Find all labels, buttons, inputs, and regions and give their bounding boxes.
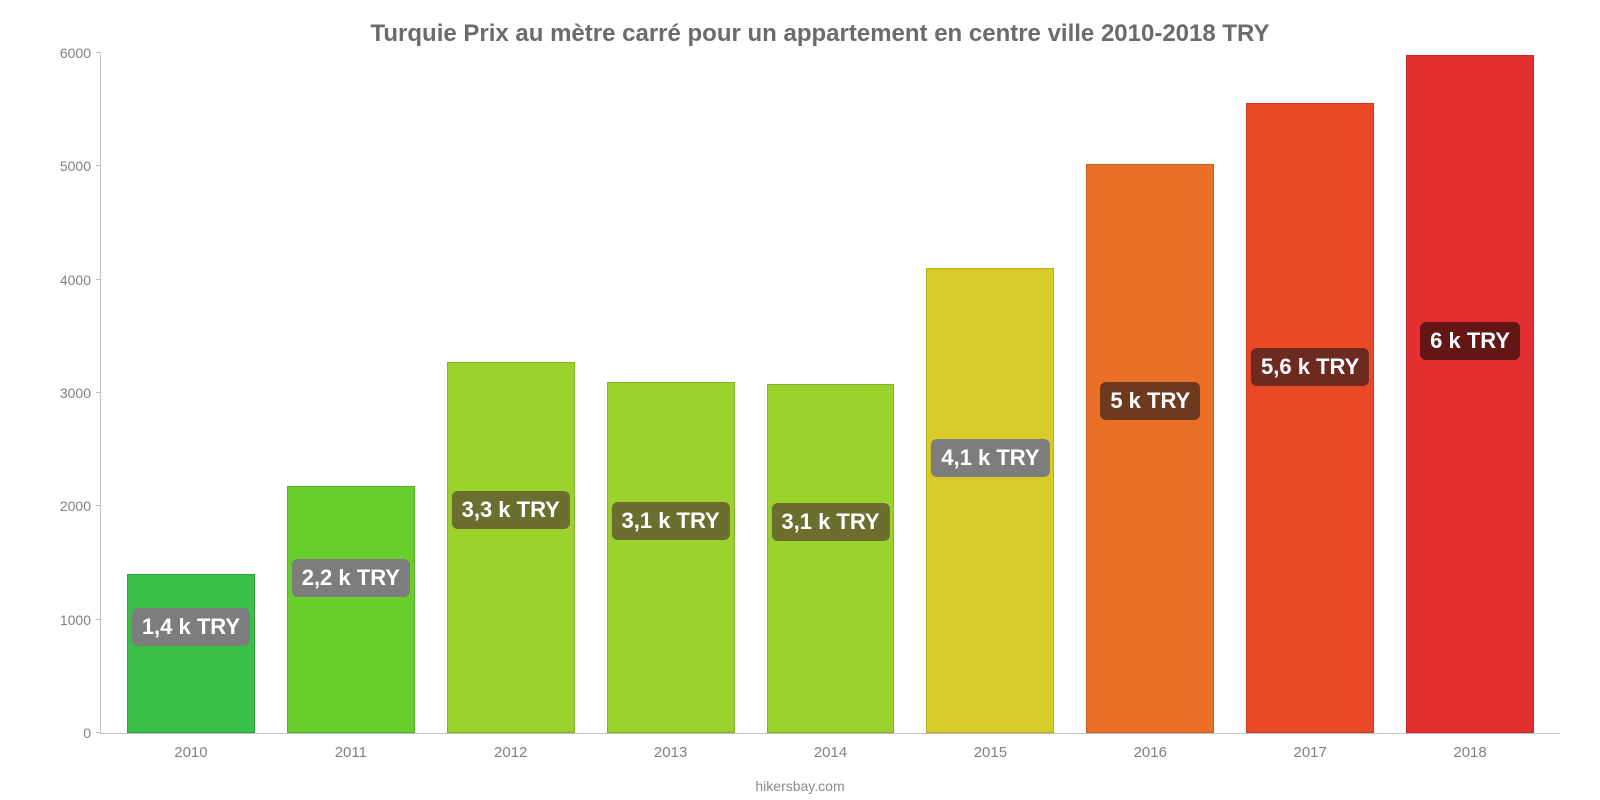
- y-tick-mark: [96, 732, 101, 733]
- bar-value-label: 4,1 k TRY: [931, 439, 1049, 477]
- y-tick-mark: [96, 52, 101, 53]
- y-tick-mark: [96, 505, 101, 506]
- bar-slot: 2,2 k TRY2011: [271, 54, 431, 733]
- bar-slot: 6 k TRY2018: [1390, 54, 1550, 733]
- bar-value-label: 6 k TRY: [1420, 322, 1520, 360]
- x-tick-label: 2011: [271, 744, 431, 761]
- x-tick-label: 2013: [591, 744, 751, 761]
- x-tick-label: 2010: [111, 744, 271, 761]
- bar-slot: 3,1 k TRY2014: [751, 54, 911, 733]
- bar: [926, 268, 1054, 733]
- bar-slot: 1,4 k TRY2010: [111, 54, 271, 733]
- x-tick-label: 2014: [751, 744, 911, 761]
- y-tick-label: 4000: [41, 272, 91, 288]
- y-tick-label: 5000: [41, 158, 91, 174]
- chart-container: Turquie Prix au mètre carré pour un appa…: [0, 0, 1600, 800]
- y-tick-mark: [96, 165, 101, 166]
- bar-value-label: 5,6 k TRY: [1251, 348, 1369, 386]
- y-tick-mark: [96, 279, 101, 280]
- bar: [607, 382, 735, 733]
- bar-value-label: 1,4 k TRY: [132, 608, 250, 646]
- x-tick-label: 2017: [1230, 744, 1390, 761]
- y-tick-label: 3000: [41, 385, 91, 401]
- plot-area: 1,4 k TRY20102,2 k TRY20113,3 k TRY20123…: [100, 54, 1560, 734]
- bar: [127, 574, 255, 733]
- bar-slot: 3,3 k TRY2012: [431, 54, 591, 733]
- y-tick-label: 1000: [41, 612, 91, 628]
- bar-value-label: 2,2 k TRY: [292, 559, 410, 597]
- bar-value-label: 3,1 k TRY: [611, 502, 729, 540]
- bar: [447, 362, 575, 733]
- y-tick-label: 0: [41, 725, 91, 741]
- y-tick-mark: [96, 619, 101, 620]
- bar-value-label: 3,1 k TRY: [771, 503, 889, 541]
- x-tick-label: 2012: [431, 744, 591, 761]
- chart-title: Turquie Prix au mètre carré pour un appa…: [80, 20, 1560, 48]
- bar-slot: 4,1 k TRY2015: [910, 54, 1070, 733]
- bar-slot: 5,6 k TRY2017: [1230, 54, 1390, 733]
- bar: [1086, 164, 1214, 733]
- bar-value-label: 5 k TRY: [1100, 382, 1200, 420]
- bar-slot: 5 k TRY2016: [1070, 54, 1230, 733]
- x-tick-label: 2016: [1070, 744, 1230, 761]
- bar: [1406, 55, 1534, 733]
- bar: [1246, 103, 1374, 733]
- bars-group: 1,4 k TRY20102,2 k TRY20113,3 k TRY20123…: [101, 54, 1560, 733]
- x-tick-label: 2018: [1390, 744, 1550, 761]
- y-tick-label: 2000: [41, 498, 91, 514]
- y-tick-label: 6000: [41, 45, 91, 61]
- y-tick-mark: [96, 392, 101, 393]
- bar: [767, 384, 895, 733]
- x-tick-label: 2015: [910, 744, 1070, 761]
- bar-value-label: 3,3 k TRY: [452, 491, 570, 529]
- chart-source: hikersbay.com: [0, 778, 1600, 794]
- bar-slot: 3,1 k TRY2013: [591, 54, 751, 733]
- bar: [287, 486, 415, 733]
